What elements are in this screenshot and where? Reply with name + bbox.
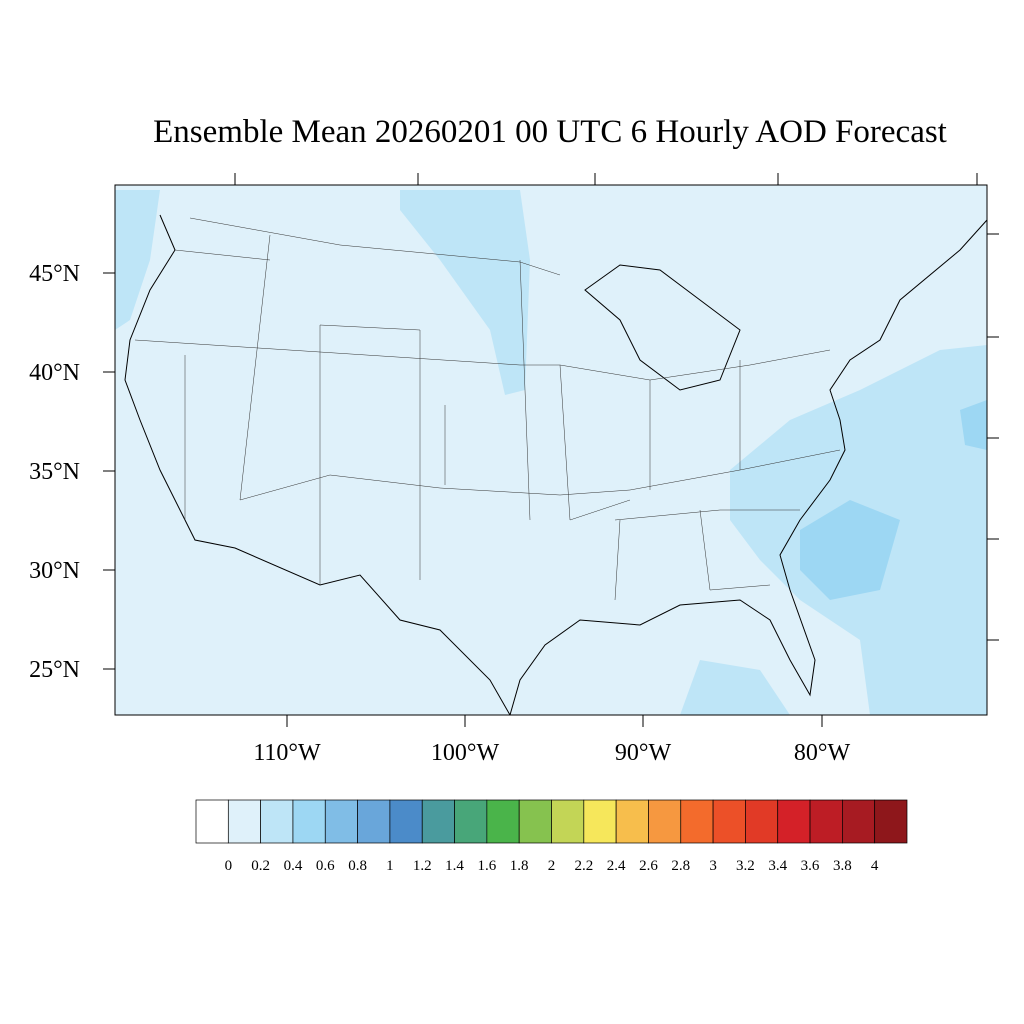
colorbar-label: 3.8 [833,858,852,874]
colorbar-label: 1.8 [510,858,529,874]
lat-label: 45°N [29,261,80,287]
colorbar-box [357,799,391,844]
colorbar-box [389,799,423,844]
colorbar-label: 4 [871,858,879,874]
colorbar-box [842,799,876,844]
colorbar-box [292,799,326,844]
map-title: Ensemble Mean 20260201 00 UTC 6 Hourly A… [153,114,947,150]
colorbar-label: 0.2 [251,858,270,874]
colorbar-box [195,799,229,844]
colorbar-box [745,799,779,844]
colorbar-label: 2.4 [607,858,626,874]
colorbar-box [421,799,455,844]
colorbar-box [454,799,488,844]
map-frame [114,184,988,716]
colorbar-box [518,799,552,844]
map [114,184,988,716]
colorbar-label: 2.8 [671,858,690,874]
colorbar-box [809,799,843,844]
lat-label: 25°N [29,657,80,683]
lat-label: 30°N [29,558,80,584]
state-borders [134,217,841,601]
colorbar-label: 0.8 [348,858,367,874]
colorbar-label: 3.4 [768,858,787,874]
lon-label: 100°W [431,740,500,766]
colorbar-label: 2.6 [639,858,658,874]
colorbar-label: 3.2 [736,858,755,874]
colorbar-box [486,799,520,844]
colorbar-box [227,799,261,844]
colorbar-label: 2.2 [574,858,593,874]
colorbar-box [648,799,682,844]
aod-plume [115,190,160,330]
lat-label: 35°N [29,459,80,485]
colorbar-box [615,799,649,844]
aod-plume [400,190,530,395]
great-lakes [584,264,741,391]
colorbar-box [712,799,746,844]
colorbar-label: 0.4 [284,858,303,874]
lat-label: 40°N [29,360,80,386]
colorbar-label: 1.2 [413,858,432,874]
colorbar-label: 1 [386,858,394,874]
colorbar-label: 3 [709,858,717,874]
colorbar-box [777,799,811,844]
colorbar-label: 3.6 [801,858,820,874]
colorbar-box [680,799,714,844]
lon-label: 90°W [615,740,672,766]
aod-plume [680,660,790,715]
coastline [124,214,988,716]
lon-label: 80°W [794,740,851,766]
colorbar-box [260,799,294,844]
colorbar-label: 0.6 [316,858,335,874]
colorbar-box [583,799,617,844]
colorbar-label: 2 [548,858,556,874]
colorbar-label: 1.4 [445,858,464,874]
colorbar-label: 1.6 [477,858,496,874]
aod-plume [800,500,900,600]
aod-plume [960,400,987,450]
colorbar-box [551,799,585,844]
colorbar-box [324,799,358,844]
lon-label: 110°W [253,740,321,766]
colorbar-label: 0 [225,858,233,874]
colorbar-box [874,799,908,844]
